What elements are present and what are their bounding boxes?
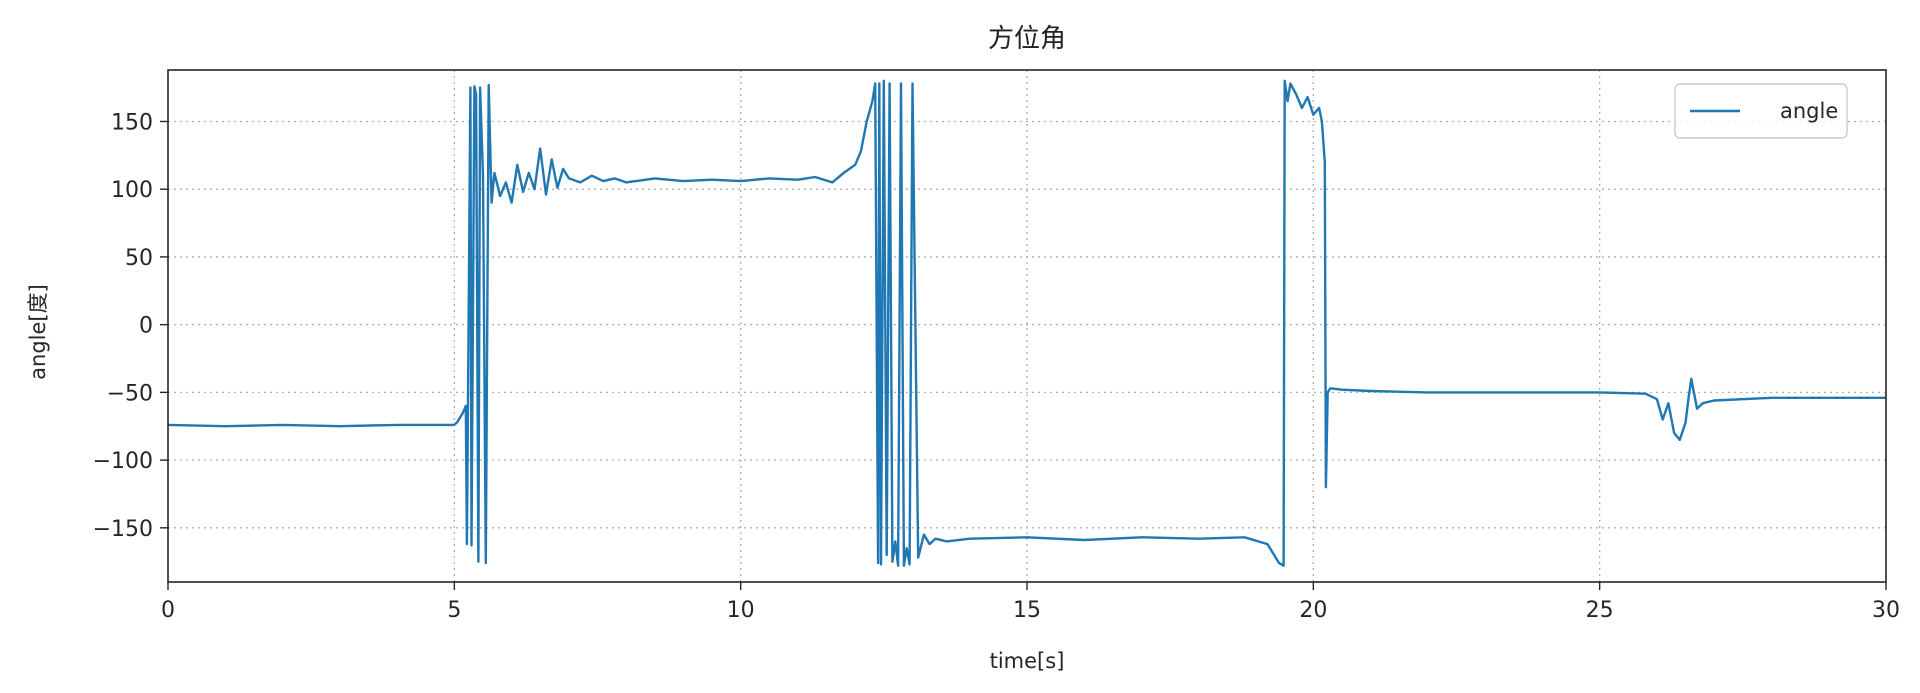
x-axis-label: time[s] — [990, 649, 1065, 673]
y-tick-label: 150 — [111, 110, 153, 135]
x-tick-label: 30 — [1872, 598, 1900, 623]
y-tick-label: −100 — [93, 449, 153, 474]
legend-label-angle: angle — [1780, 99, 1838, 123]
tick-layer: 0 5 10 15 20 25 30 150 100 50 0 −50 −100 −150 — [93, 110, 1900, 623]
series-layer — [167, 79, 1886, 567]
x-tick-label: 15 — [1013, 598, 1041, 623]
y-tick-label: 0 — [139, 314, 153, 339]
y-axis-label: angle[度] — [26, 284, 50, 380]
y-tick-label: −50 — [107, 381, 153, 406]
legend-box — [1674, 83, 1848, 139]
y-tick-label: −150 — [93, 517, 153, 542]
series-line-angle — [167, 79, 1886, 567]
y-tick-label: 50 — [125, 246, 153, 271]
x-tick-label: 20 — [1299, 598, 1327, 623]
grid-lines — [168, 70, 1886, 582]
x-tick-label: 25 — [1586, 598, 1614, 623]
y-tick-label: 100 — [111, 178, 153, 203]
x-tick-label: 5 — [447, 598, 461, 623]
x-tick-label: 0 — [161, 598, 175, 623]
x-tick-label: 10 — [727, 598, 755, 623]
legend: angle — [1674, 83, 1848, 139]
chart-title: 方位角 — [988, 24, 1066, 54]
